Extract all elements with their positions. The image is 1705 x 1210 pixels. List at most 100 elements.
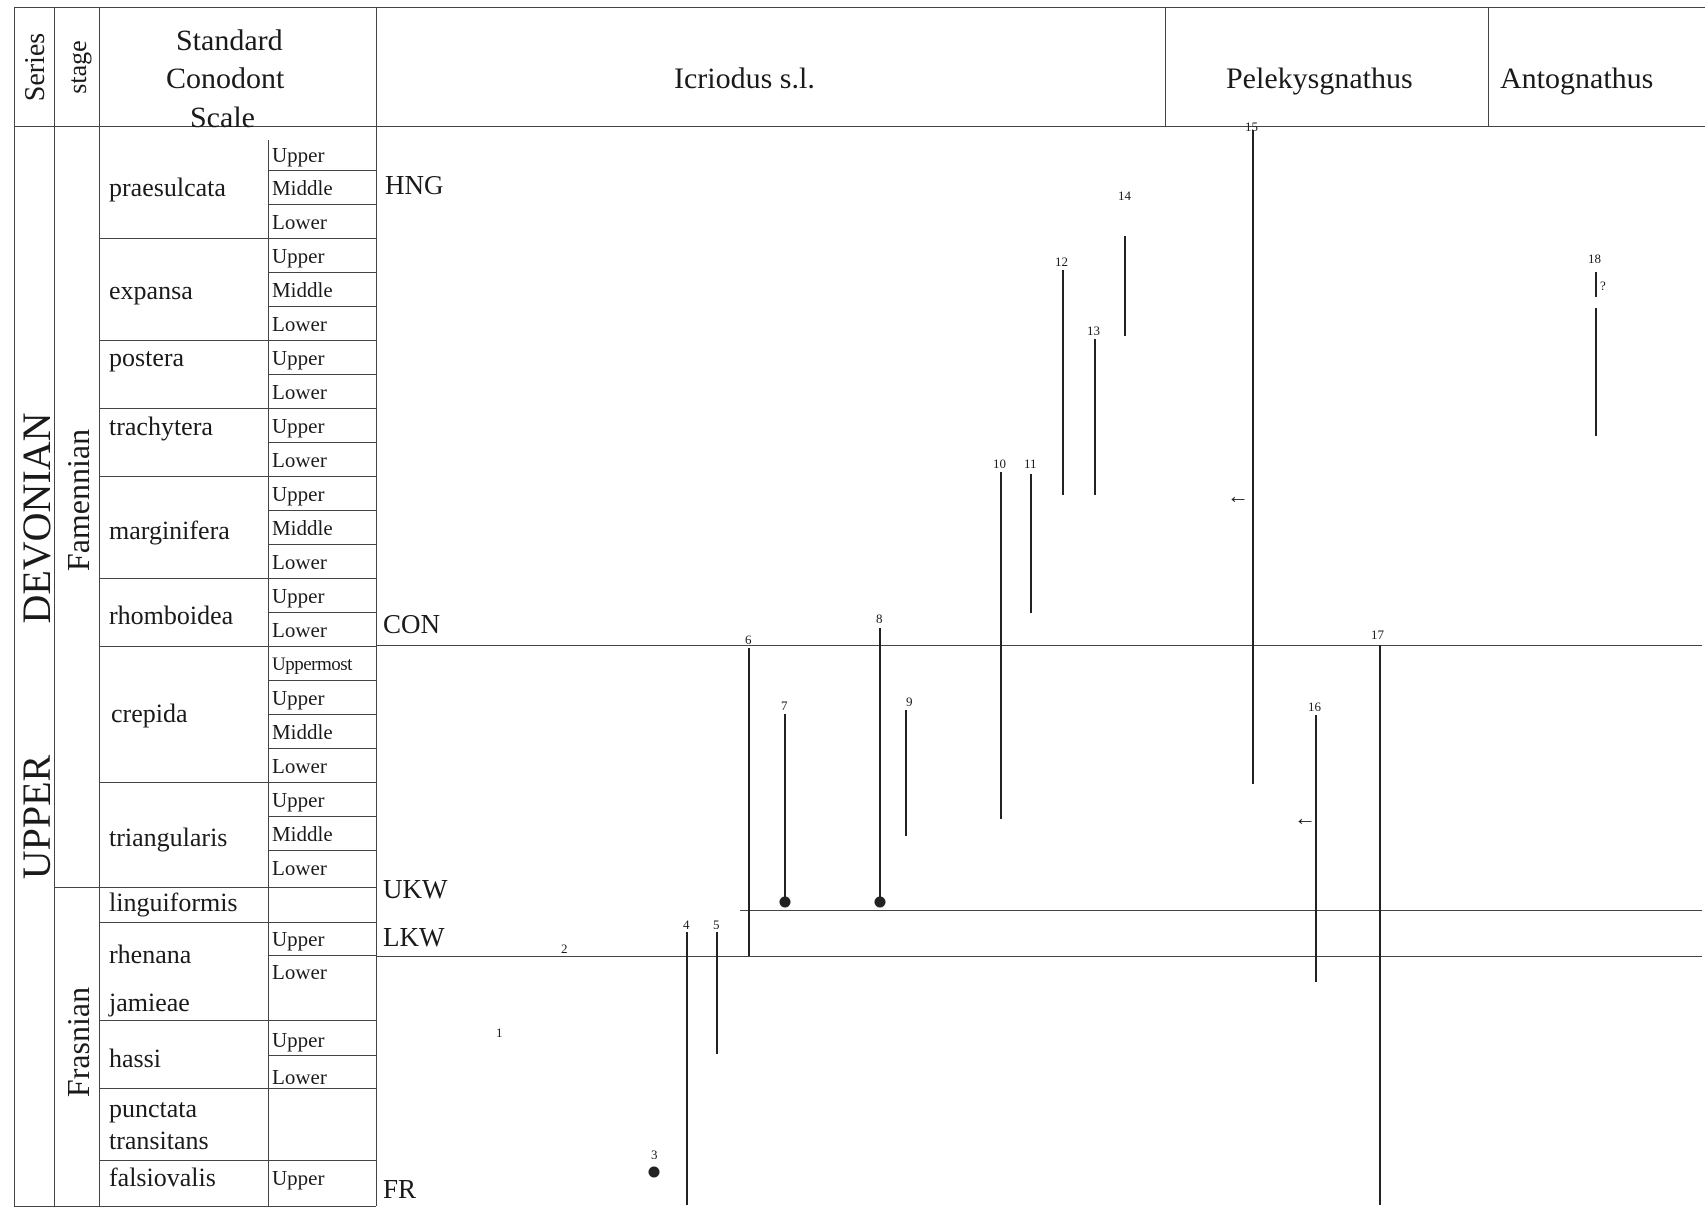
frame-bottom — [14, 1206, 376, 1207]
subzone-label: Upper — [272, 686, 325, 710]
range-number-17: 17 — [1371, 627, 1384, 642]
antognathus-divider — [1488, 7, 1489, 126]
subzone-boundary — [268, 680, 376, 681]
uncertain-mark: ? — [1600, 278, 1606, 293]
zone-crepida: crepida — [111, 699, 188, 728]
range-number-6: 6 — [745, 632, 752, 647]
range-number-15: 15 — [1245, 119, 1258, 134]
series-header: Series — [20, 32, 51, 102]
range-bar-9 — [905, 710, 907, 836]
lkw-horizon-line — [376, 956, 1702, 957]
arrow-left-icon: ← — [1294, 805, 1316, 830]
subzone-label: Lower — [272, 380, 327, 404]
stage-label-frasnian: Frasnian — [60, 986, 96, 1098]
subzone-label: Lower — [272, 312, 327, 336]
range-bar-18-uncertain — [1595, 272, 1597, 297]
range-bar-8 — [879, 628, 881, 902]
zone-hassi: hassi — [109, 1044, 161, 1073]
event-label-con: CON — [383, 609, 441, 639]
stage-divider — [99, 7, 100, 1206]
subzone-label: Uppermost — [272, 654, 352, 675]
range-bar-7 — [784, 714, 786, 902]
arrow-left-icon: ← — [1227, 483, 1249, 508]
subzone-label: Upper — [272, 143, 325, 167]
range-number-7: 7 — [781, 698, 788, 713]
zone-boundary — [99, 922, 376, 923]
range-bar-6 — [748, 648, 750, 956]
scale-divider — [376, 7, 377, 1206]
range-bar-16 — [1315, 715, 1317, 982]
range-number-1: 1 — [496, 1025, 503, 1040]
occurrence-dot-8 — [874, 896, 886, 908]
event-label-lkw: LKW — [383, 922, 445, 952]
header-divider — [14, 126, 1705, 127]
range-bar-14 — [1124, 236, 1126, 336]
subzone-label: Middle — [272, 720, 333, 744]
subzone-boundary — [268, 204, 376, 205]
subzone-boundary — [268, 955, 376, 956]
zone-transitans: transitans — [109, 1126, 209, 1155]
scale-header-line2: Conodont — [166, 62, 285, 95]
icriodus-header: Icriodus s.l. — [674, 62, 815, 95]
zone-punctata: punctata — [109, 1094, 198, 1123]
subzone-label: Lower — [272, 618, 327, 642]
subzone-boundary — [268, 748, 376, 749]
subzone-label: Lower — [272, 210, 327, 234]
subzone-label: Middle — [272, 278, 333, 302]
zone-boundary — [99, 782, 376, 783]
range-bar-18 — [1595, 308, 1597, 436]
con-horizon-line — [376, 645, 1702, 646]
range-number-3: 3 — [651, 1147, 658, 1162]
zone-triangularis: triangularis — [109, 823, 228, 852]
zone-boundary — [99, 1160, 376, 1161]
subzone-label: Upper — [272, 1028, 325, 1052]
subzone-label: Lower — [272, 448, 327, 472]
range-bar-13 — [1094, 339, 1096, 495]
range-bar-17 — [1379, 645, 1381, 1205]
occurrence-dot-7 — [779, 896, 791, 908]
range-bar-4 — [686, 932, 688, 1205]
subzone-label: Upper — [272, 788, 325, 812]
subzone-label: Upper — [272, 414, 325, 438]
subzone-boundary — [268, 612, 376, 613]
zone-boundary — [99, 578, 376, 579]
range-number-2: 2 — [561, 941, 568, 956]
zone-expansa: expansa — [109, 276, 193, 305]
subzone-divider — [268, 140, 269, 1206]
range-number-16: 16 — [1308, 699, 1321, 714]
ukw-horizon-line — [740, 910, 1702, 911]
antognathus-header: Antognathus — [1500, 62, 1654, 95]
scale-header-line1: Standard — [176, 24, 283, 57]
range-bar-11 — [1030, 474, 1032, 613]
subzone-boundary — [268, 510, 376, 511]
zone-boundary — [99, 646, 376, 647]
subzone-label: Lower — [272, 856, 327, 880]
zone-jamieae: jamieae — [109, 988, 190, 1017]
subzone-label: Upper — [272, 482, 325, 506]
zone-rhomboidea: rhomboidea — [109, 601, 234, 630]
subzone-boundary — [268, 850, 376, 851]
subzone-boundary — [268, 306, 376, 307]
subzone-label: Lower — [272, 960, 327, 984]
subzone-label: Upper — [272, 927, 325, 951]
subzone-boundary — [268, 442, 376, 443]
series-label-upper: UPPER — [14, 754, 59, 880]
range-number-13: 13 — [1087, 323, 1100, 338]
zone-boundary — [99, 340, 376, 341]
zone-marginifera: marginifera — [109, 516, 230, 545]
zone-praesulcata: praesulcata — [109, 173, 226, 202]
zone-postera: postera — [109, 343, 185, 372]
subzone-boundary — [268, 374, 376, 375]
range-bar-12 — [1062, 270, 1064, 495]
pelekysgnathus-divider — [1165, 7, 1166, 126]
zone-boundary — [99, 238, 376, 239]
subzone-boundary — [268, 714, 376, 715]
range-number-8: 8 — [876, 611, 883, 626]
series-label-devonian: DEVONIAN — [14, 412, 59, 624]
range-bar-10 — [1000, 472, 1002, 819]
subzone-boundary — [268, 816, 376, 817]
range-number-4: 4 — [683, 917, 690, 932]
zone-boundary — [99, 1088, 376, 1089]
zone-boundary — [99, 887, 376, 888]
subzone-label: Upper — [272, 346, 325, 370]
